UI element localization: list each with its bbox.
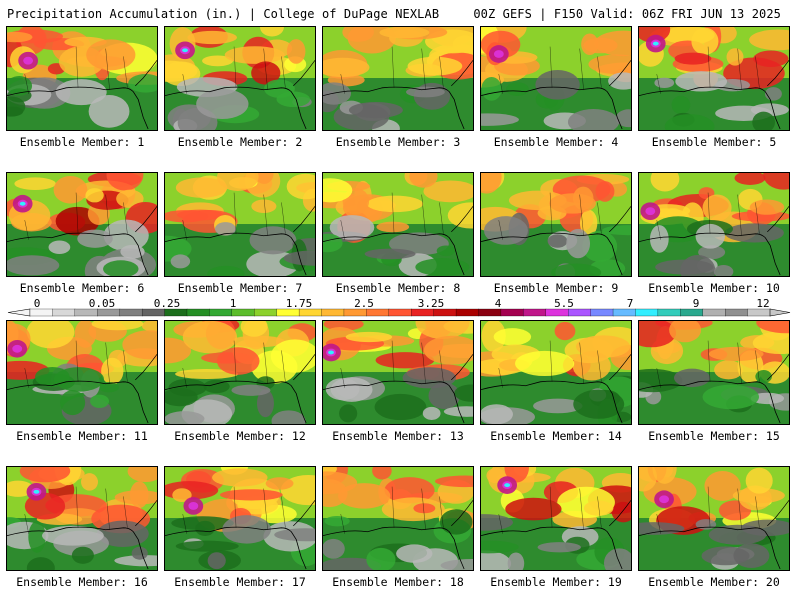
ensemble-member-map xyxy=(638,172,790,277)
colorbar-segment xyxy=(298,308,323,317)
ensemble-member-label: Ensemble Member: 17 xyxy=(174,575,306,589)
colorbar-segment xyxy=(141,308,166,317)
ensemble-member-label: Ensemble Member: 19 xyxy=(490,575,622,589)
map-title: Precipitation Accumulation (in.) | Colle… xyxy=(7,7,440,21)
colorbar-segment xyxy=(254,308,278,317)
ensemble-member-map xyxy=(6,320,158,425)
colorbar-tick-label: 0.05 xyxy=(88,297,116,310)
ensemble-member-map xyxy=(322,172,474,277)
model-valid-time: 00Z GEFS | F150 Valid: 06Z FRI JUN 13 20… xyxy=(473,7,781,21)
ensemble-member-label: Ensemble Member: 12 xyxy=(174,429,306,443)
colorbar-segment xyxy=(186,308,210,317)
colorbar-segment xyxy=(725,308,749,317)
ensemble-member-label: Ensemble Member: 9 xyxy=(493,281,619,295)
colorbar-tick-label: 2.5 xyxy=(354,297,374,310)
ensemble-member-label: Ensemble Member: 4 xyxy=(493,135,619,149)
colorbar-segment xyxy=(411,308,435,317)
ensemble-member-label: Ensemble Member: 3 xyxy=(335,135,461,149)
ensemble-member-map xyxy=(480,26,632,131)
colorbar-segment xyxy=(523,308,547,317)
ensemble-member-label: Ensemble Member: 15 xyxy=(648,429,780,443)
colorbar-segment xyxy=(702,308,726,317)
ensemble-member-label: Ensemble Member: 20 xyxy=(648,575,780,589)
colorbar-segment xyxy=(321,308,345,317)
ensemble-member-label: Ensemble Member: 16 xyxy=(16,575,148,589)
precipitation-colorbar xyxy=(7,308,791,317)
colorbar-segment xyxy=(568,308,592,317)
ensemble-member-map xyxy=(6,466,158,571)
colorbar-segment xyxy=(366,308,390,317)
colorbar-segment xyxy=(52,308,76,317)
colorbar-segment xyxy=(164,308,188,317)
colorbar-tick-label: 9 xyxy=(692,297,700,310)
colorbar-segment xyxy=(545,308,569,317)
ensemble-member-label: Ensemble Member: 18 xyxy=(332,575,464,589)
ensemble-member-label: Ensemble Member: 10 xyxy=(648,281,780,295)
ensemble-member-map xyxy=(638,26,790,131)
colorbar-segment xyxy=(388,308,412,317)
colorbar-segment xyxy=(590,308,614,317)
colorbar-tick-label: 1.75 xyxy=(285,297,313,310)
colorbar-tick-label: 0.25 xyxy=(153,297,181,310)
ensemble-member-label: Ensemble Member: 11 xyxy=(16,429,148,443)
ensemble-member-map xyxy=(164,320,316,425)
colorbar-segment xyxy=(433,308,457,317)
colorbar-tick-label: 5.5 xyxy=(554,297,574,310)
ensemble-member-label: Ensemble Member: 7 xyxy=(177,281,303,295)
ensemble-member-map xyxy=(164,172,316,277)
ensemble-member-map xyxy=(638,320,790,425)
ensemble-member-map xyxy=(480,172,632,277)
ensemble-member-label: Ensemble Member: 2 xyxy=(177,135,303,149)
colorbar-tick-label: 1 xyxy=(229,297,237,310)
colorbar-tick-label: 7 xyxy=(626,297,634,310)
colorbar-segment xyxy=(343,308,367,317)
ensemble-member-map xyxy=(322,466,474,571)
colorbar-segment xyxy=(276,308,300,317)
ensemble-member-map xyxy=(164,26,316,131)
ensemble-member-map xyxy=(6,26,158,131)
colorbar-segment xyxy=(635,308,659,317)
ensemble-member-label: Ensemble Member: 5 xyxy=(651,135,777,149)
colorbar-tick-label: 12 xyxy=(756,297,770,310)
ensemble-member-label: Ensemble Member: 14 xyxy=(490,429,622,443)
ensemble-member-map xyxy=(322,26,474,131)
ensemble-member-label: Ensemble Member: 6 xyxy=(19,281,145,295)
colorbar-segment xyxy=(680,308,704,317)
ensemble-member-map xyxy=(480,466,632,571)
colorbar-tick-label: 0 xyxy=(33,297,41,310)
colorbar-segment xyxy=(29,308,53,317)
ensemble-member-map xyxy=(480,320,632,425)
colorbar-segment xyxy=(657,308,681,317)
ensemble-member-label: Ensemble Member: 13 xyxy=(332,429,464,443)
ensemble-member-label: Ensemble Member: 1 xyxy=(19,135,145,149)
colorbar-segment xyxy=(455,308,480,317)
colorbar-tick-label: 3.25 xyxy=(417,297,445,310)
colorbar-segment xyxy=(500,308,524,317)
ensemble-member-label: Ensemble Member: 8 xyxy=(335,281,461,295)
colorbar-segment xyxy=(231,308,255,317)
ensemble-member-map xyxy=(164,466,316,571)
ensemble-member-map xyxy=(6,172,158,277)
colorbar-segment xyxy=(119,308,143,317)
colorbar-segment xyxy=(97,308,121,317)
ensemble-member-map xyxy=(638,466,790,571)
ensemble-member-map xyxy=(322,320,474,425)
colorbar-segment xyxy=(478,308,502,317)
colorbar-segment xyxy=(209,308,233,317)
colorbar-segment xyxy=(612,308,637,317)
colorbar-tick-label: 4 xyxy=(494,297,502,310)
colorbar-segment xyxy=(74,308,98,317)
colorbar-segment xyxy=(747,308,771,317)
